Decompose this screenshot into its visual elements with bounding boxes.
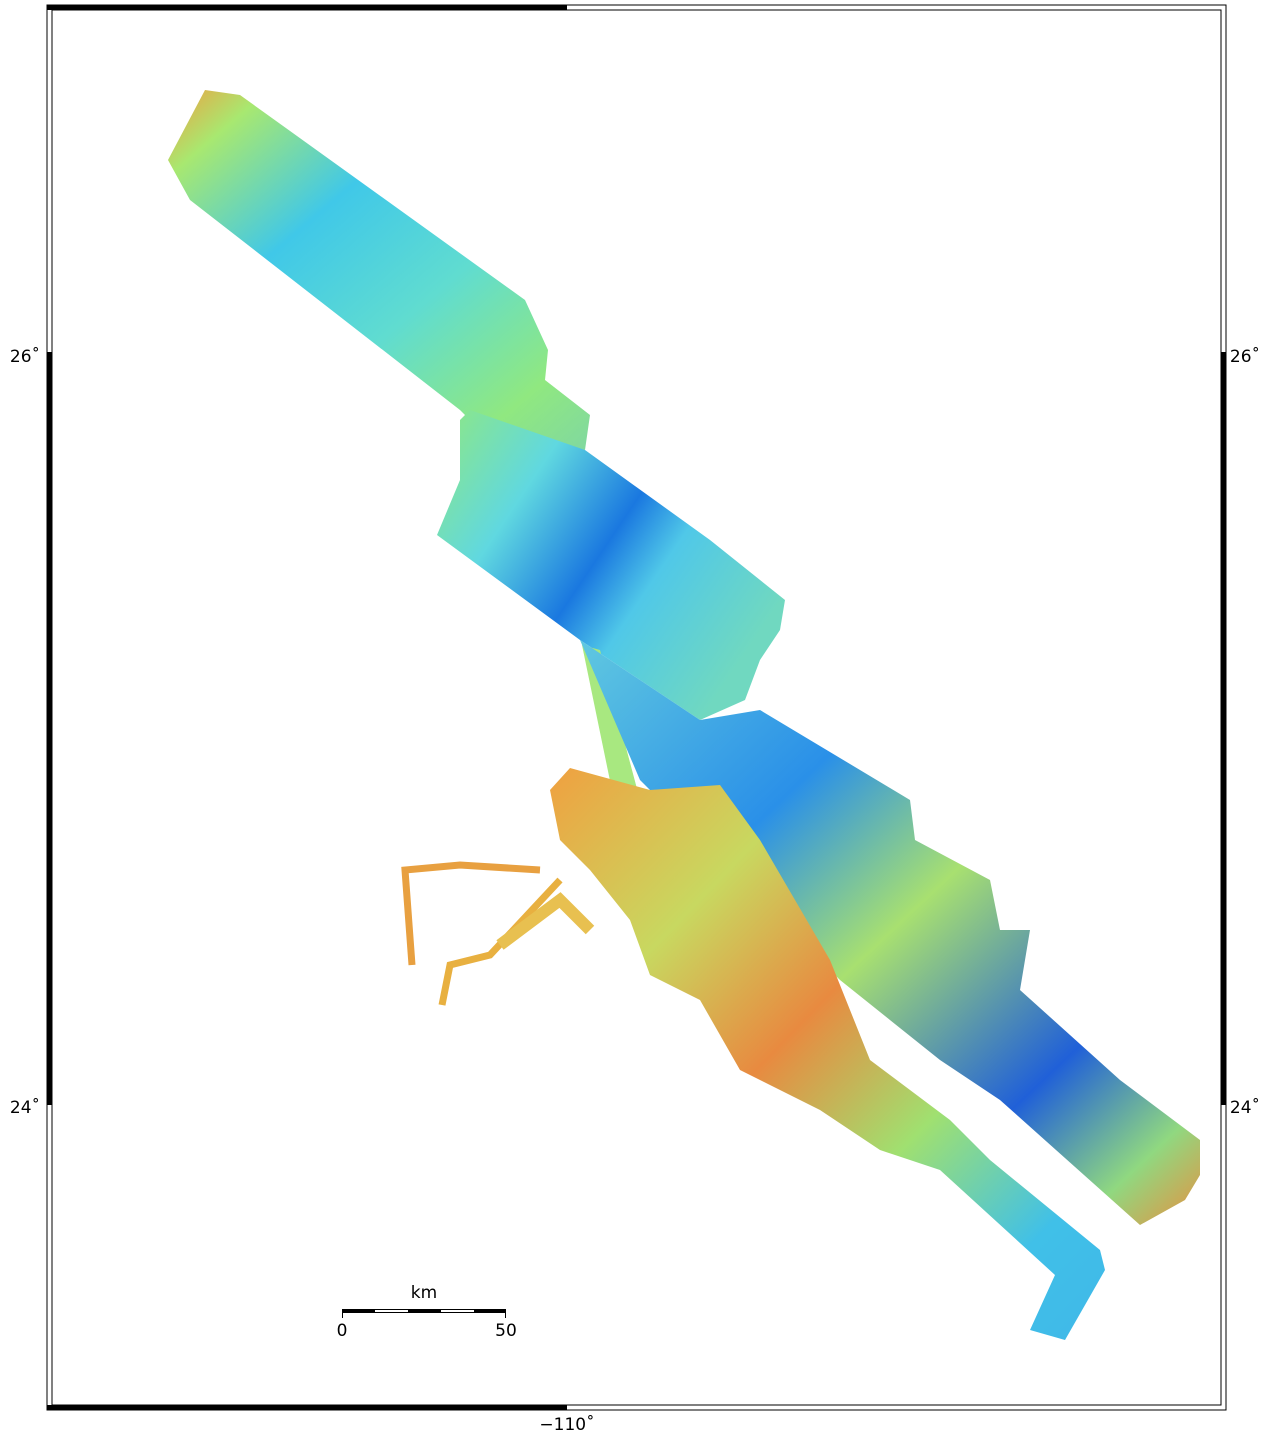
- lat-label: 26˚: [1230, 346, 1260, 367]
- bathymetry-swath: [168, 90, 590, 450]
- map: 26˚ 26˚ 24˚ 24˚ −110˚ km 0 50: [0, 0, 1270, 1437]
- scale-unit: km: [411, 1283, 437, 1303]
- lon-label: −110˚: [539, 1414, 594, 1435]
- scale-bar: km 0 50: [337, 1283, 517, 1341]
- scale-bar-segment: [375, 1310, 408, 1312]
- scale-bar-segment: [441, 1310, 474, 1312]
- frame-segment: [47, 1405, 567, 1410]
- lat-label: 24˚: [1230, 1097, 1260, 1118]
- lat-label: 24˚: [10, 1097, 40, 1118]
- bathymetry-track: [405, 865, 540, 965]
- frame-segment: [47, 5, 567, 10]
- frame-segment: [47, 352, 52, 1105]
- frame-segment: [1221, 352, 1226, 1105]
- lat-label: 26˚: [10, 346, 40, 367]
- page: 26˚ 26˚ 24˚ 24˚ −110˚ km 0 50 (() => { c…: [0, 0, 1270, 1437]
- scale-bar-body: [342, 1309, 506, 1313]
- scale-tick-label: 50: [495, 1321, 517, 1341]
- bathymetry-track: [500, 900, 590, 945]
- scale-tick-label: 0: [337, 1321, 348, 1341]
